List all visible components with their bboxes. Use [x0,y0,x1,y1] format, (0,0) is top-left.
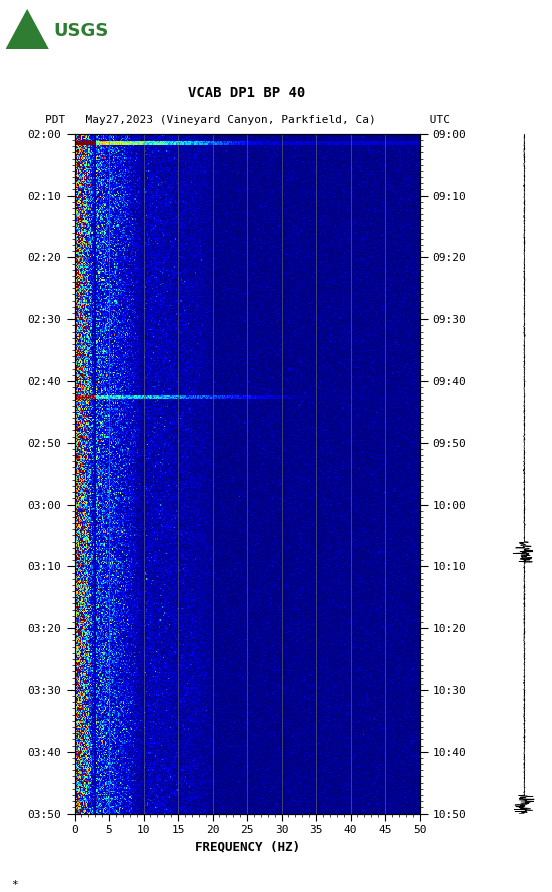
Text: PDT   May27,2023 (Vineyard Canyon, Parkfield, Ca)        UTC: PDT May27,2023 (Vineyard Canyon, Parkfie… [45,115,449,125]
Text: VCAB DP1 BP 40: VCAB DP1 BP 40 [188,86,306,100]
Text: *: * [11,880,18,889]
X-axis label: FREQUENCY (HZ): FREQUENCY (HZ) [194,841,300,854]
Text: USGS: USGS [54,22,109,40]
Polygon shape [6,9,49,49]
